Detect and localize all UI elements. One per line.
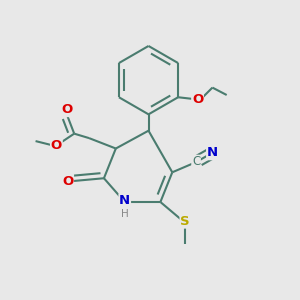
Text: S: S (180, 215, 190, 228)
Text: O: O (62, 175, 73, 188)
Text: C: C (192, 155, 200, 168)
Text: O: O (51, 139, 62, 152)
Text: O: O (192, 93, 203, 106)
Text: N: N (119, 194, 130, 207)
Text: O: O (61, 103, 72, 116)
Text: N: N (207, 146, 218, 160)
Text: H: H (121, 209, 129, 219)
